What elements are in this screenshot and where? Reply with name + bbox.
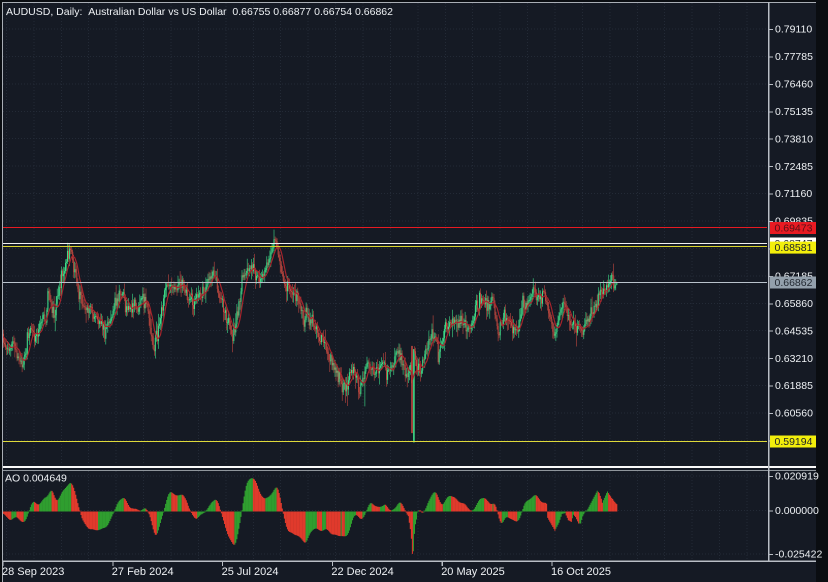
svg-text:0.64535: 0.64535 [775,325,813,337]
svg-text:0.73810: 0.73810 [775,133,813,145]
svg-text:0.60560: 0.60560 [775,408,813,420]
svg-text:20 May 2025: 20 May 2025 [441,566,505,578]
svg-text:0.65860: 0.65860 [775,298,813,310]
svg-text:0.69473: 0.69473 [775,223,813,235]
svg-text:-0.025422: -0.025422 [775,549,822,561]
svg-text:22 Dec 2024: 22 Dec 2024 [331,566,393,578]
svg-text:0.77785: 0.77785 [775,51,813,63]
svg-text:27 Feb 2024: 27 Feb 2024 [112,566,174,578]
svg-text:0.66862: 0.66862 [775,277,813,289]
svg-text:0.68581: 0.68581 [775,242,813,254]
svg-text:0.020919: 0.020919 [775,471,819,483]
svg-text:0.76460: 0.76460 [775,79,813,91]
svg-text:0.61885: 0.61885 [775,380,813,392]
svg-text:AO 0.004649: AO 0.004649 [5,473,67,485]
svg-text:0.75135: 0.75135 [775,106,813,118]
svg-text:AUDUSD, Daily: Australian Dol: AUDUSD, Daily: Australian Dollar vs US D… [6,6,393,18]
svg-text:25 Jul 2024: 25 Jul 2024 [222,566,279,578]
svg-text:16 Oct 2025: 16 Oct 2025 [551,566,611,578]
svg-text:0.000000: 0.000000 [775,505,819,517]
svg-text:0.59194: 0.59194 [775,436,813,448]
svg-text:28 Sep 2023: 28 Sep 2023 [2,566,64,578]
svg-text:0.79110: 0.79110 [775,24,812,36]
svg-text:0.63210: 0.63210 [775,353,813,365]
svg-text:0.71160: 0.71160 [775,188,812,200]
svg-text:0.72485: 0.72485 [775,161,813,173]
